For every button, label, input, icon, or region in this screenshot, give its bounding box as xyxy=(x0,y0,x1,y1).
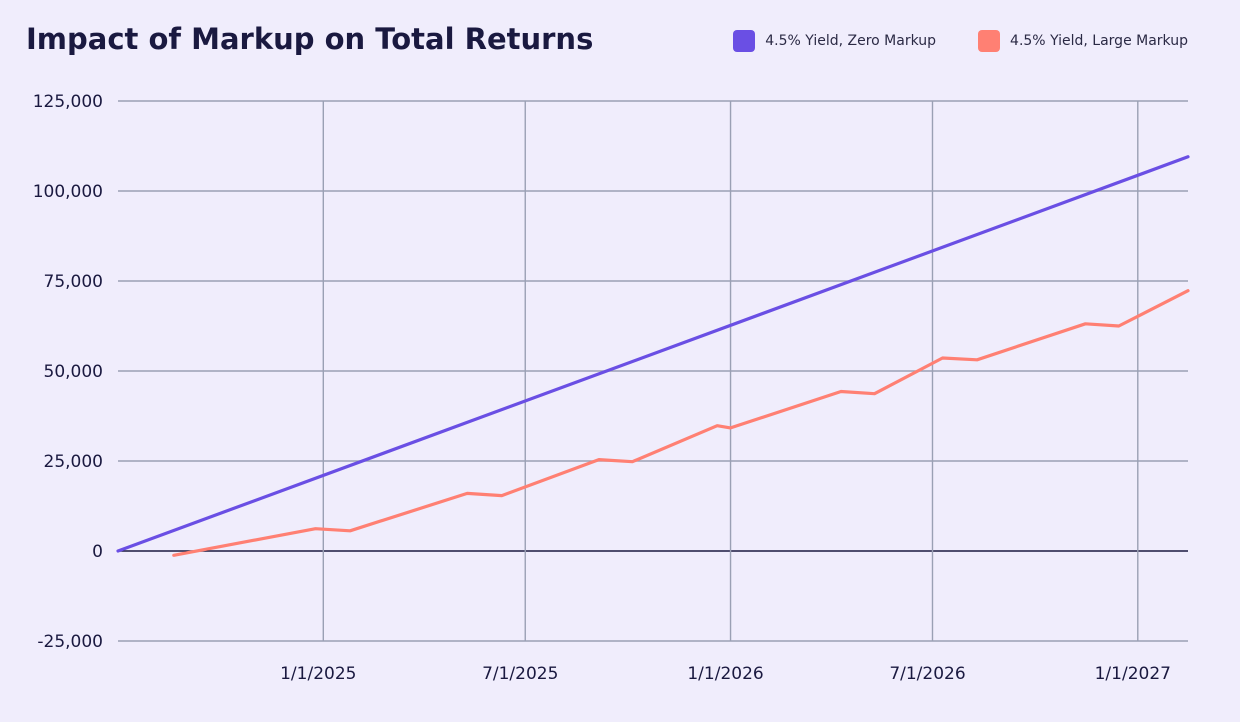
legend-item-zero-markup: 4.5% Yield, Zero Markup xyxy=(733,30,936,52)
y-tick-label: 25,000 xyxy=(44,452,103,472)
legend-swatch-large-markup xyxy=(978,30,1001,52)
y-tick-label: 50,000 xyxy=(44,362,103,382)
y-tick-label: -25,000 xyxy=(37,632,103,652)
y-tick-label: 0 xyxy=(92,542,103,562)
x-tick-label: 1/1/2027 xyxy=(1095,664,1171,684)
x-tick-label: 7/1/2025 xyxy=(482,664,558,684)
y-tick-label: 125,000 xyxy=(33,92,103,112)
grid xyxy=(118,100,1188,642)
legend-label-zero-markup: 4.5% Yield, Zero Markup xyxy=(765,33,937,49)
y-axis-ticks: -25,000 0 25,000 50,000 75,000 100,000 125,000 xyxy=(33,92,103,652)
legend: 4.5% Yield, Zero Markup 4.5% Yield, Larg… xyxy=(733,30,1188,52)
series-line-zero-markup xyxy=(116,155,1190,553)
y-tick-label: 75,000 xyxy=(44,272,103,292)
x-tick-label: 1/1/2025 xyxy=(280,664,356,684)
legend-label-large-markup: 4.5% Yield, Large Markup xyxy=(1010,33,1188,49)
x-tick-label: 1/1/2026 xyxy=(687,664,763,684)
legend-swatch-zero-markup xyxy=(733,30,756,52)
series-lines xyxy=(116,155,1190,557)
chart-title: Impact of Markup on Total Returns xyxy=(26,22,594,56)
x-axis-ticks: 1/1/2025 7/1/2025 1/1/2026 7/1/2026 1/1/2027 xyxy=(280,664,1171,684)
x-tick-label: 7/1/2026 xyxy=(889,664,965,684)
y-tick-label: 100,000 xyxy=(33,182,103,202)
legend-item-large-markup: 4.5% Yield, Large Markup xyxy=(978,30,1188,52)
series-line-large-markup xyxy=(172,289,1190,557)
